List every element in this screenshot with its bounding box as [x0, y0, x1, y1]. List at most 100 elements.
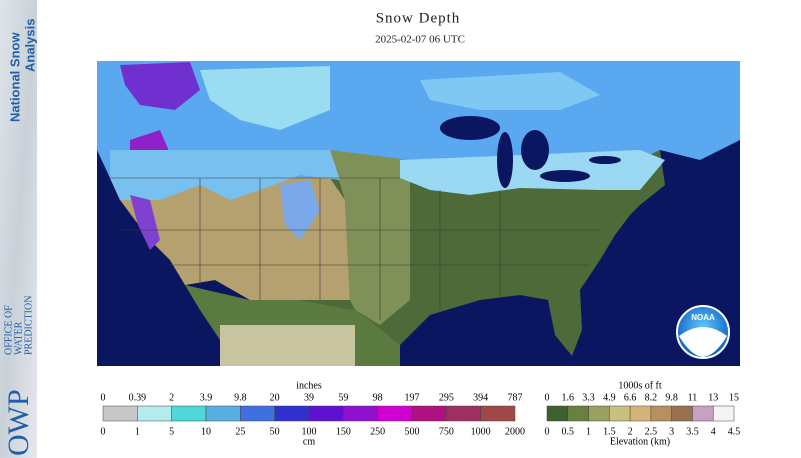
- legend-label: 100: [302, 426, 317, 437]
- legend-label: 0: [545, 426, 550, 437]
- legend-label: 2.5: [645, 426, 658, 437]
- legend-label: 1: [135, 426, 140, 437]
- legend-swatch: [650, 405, 672, 422]
- legend-label: 9.8: [665, 392, 678, 403]
- legend-label: 1.6: [562, 392, 575, 403]
- legend-label: 50: [270, 426, 280, 437]
- legend-label: 394: [473, 392, 488, 403]
- title: Snow Depth: [376, 10, 461, 26]
- sidebar: National Snow Analysis OFFICE OF WATER P…: [0, 0, 37, 458]
- legend-label: 20: [270, 392, 280, 403]
- legend-label: 8.2: [645, 392, 658, 403]
- org-abbr: OWP: [2, 389, 35, 456]
- logo-text: NOAA: [691, 313, 715, 322]
- legend-label: 5: [169, 426, 174, 437]
- legend-label: 0.5: [562, 426, 575, 437]
- usa-plains: [330, 150, 410, 325]
- lake: [521, 130, 549, 170]
- legend-label: 3.3: [582, 392, 595, 403]
- snow-deep: [120, 62, 200, 110]
- legend-swatch: [567, 405, 589, 422]
- legend-label: 4.9: [603, 392, 616, 403]
- legend-swatch: [377, 405, 413, 422]
- lake: [440, 116, 500, 140]
- legend-label: 1000: [471, 426, 491, 437]
- legend-label: 59: [338, 392, 348, 403]
- legend-unit: 1000s of ft: [618, 380, 662, 391]
- legend-label: 0.39: [129, 392, 147, 403]
- legend-unit: cm: [303, 436, 315, 447]
- legend-swatch: [712, 405, 735, 422]
- legend-label: 2: [169, 392, 174, 403]
- legend-label: 295: [439, 392, 454, 403]
- sidebar-title: National Snow: [7, 32, 22, 122]
- legend-label: 98: [373, 392, 383, 403]
- legend-swatch: [274, 405, 310, 422]
- legend-label: 150: [336, 426, 351, 437]
- logo-wave: [679, 327, 727, 357]
- legend-title: Elevation (km): [610, 436, 670, 447]
- legend-label: 0: [545, 392, 550, 403]
- legend-swatch: [308, 405, 344, 422]
- boundaries: [110, 177, 600, 320]
- legend-label: 13: [708, 392, 718, 403]
- org-name: OFFICE OF: [3, 305, 14, 355]
- map: NOAA: [97, 61, 740, 366]
- legend-label: 500: [405, 426, 420, 437]
- subtitle: 2025-02-07 06 UTC: [375, 34, 465, 46]
- lake: [497, 132, 513, 188]
- legend-label: 0: [101, 392, 106, 403]
- legend-swatch: [240, 405, 275, 422]
- legend-unit: inches: [296, 380, 322, 391]
- legend-label: 6.6: [624, 392, 637, 403]
- usa-snow: [110, 150, 340, 200]
- legend-swatch: [171, 405, 207, 422]
- legend-label: 10: [201, 426, 211, 437]
- legend-swatch: [205, 405, 241, 422]
- lake: [589, 156, 621, 164]
- legend-swatch: [446, 405, 481, 422]
- mexico-masked: [220, 325, 355, 366]
- legend-label: 787: [508, 392, 523, 403]
- sidebar-title: Analysis: [22, 19, 37, 72]
- legend-swatch: [546, 405, 569, 422]
- org-name: WATER: [13, 321, 24, 355]
- legend-label: 250: [370, 426, 385, 437]
- snow-legend: inches cm 0 0.39 2 3.9 9.8 20 39 59 98 197 295 394 7…: [101, 380, 526, 447]
- legend-label: 197: [405, 392, 420, 403]
- legend-label: 1.5: [603, 426, 616, 437]
- noaa-logo: NOAA: [676, 305, 730, 359]
- legend-label: 2000: [505, 426, 525, 437]
- legend-swatch: [137, 405, 172, 422]
- legend-label: 0: [101, 426, 106, 437]
- legend-swatch: [343, 405, 378, 422]
- cascades-snow: [130, 195, 160, 250]
- legend-label: 11: [688, 392, 698, 403]
- legend-label: 3.5: [686, 426, 699, 437]
- legend-swatch: [671, 405, 693, 422]
- legend-label: 2: [628, 426, 633, 437]
- legend-label: 4: [711, 426, 716, 437]
- rockies-snow: [280, 180, 320, 240]
- org-name: PREDICTION: [23, 296, 34, 355]
- legend-label: 3: [669, 426, 674, 437]
- elevation-legend: 1000s of ft Elevation (km) 0 1.6 3.3 4.9 6.6…: [545, 380, 741, 447]
- legend-swatch: [629, 405, 652, 422]
- snow-light: [420, 72, 600, 110]
- legend-label: 4.5: [728, 426, 741, 437]
- legend-swatch: [609, 405, 631, 422]
- legend-label: 39: [304, 392, 314, 403]
- snow-light: [200, 66, 330, 130]
- legend-label: 1: [586, 426, 591, 437]
- lake: [540, 170, 590, 182]
- legend-label: 9.8: [234, 392, 247, 403]
- legend-label: 3.9: [200, 392, 213, 403]
- legend-label: 15: [729, 392, 739, 403]
- legend-swatch: [411, 405, 447, 422]
- legend-swatch: [480, 405, 516, 422]
- legend-swatch: [692, 405, 714, 422]
- legend-label: 25: [235, 426, 245, 437]
- sidebar-background: [0, 0, 37, 458]
- legend-swatch: [102, 405, 138, 422]
